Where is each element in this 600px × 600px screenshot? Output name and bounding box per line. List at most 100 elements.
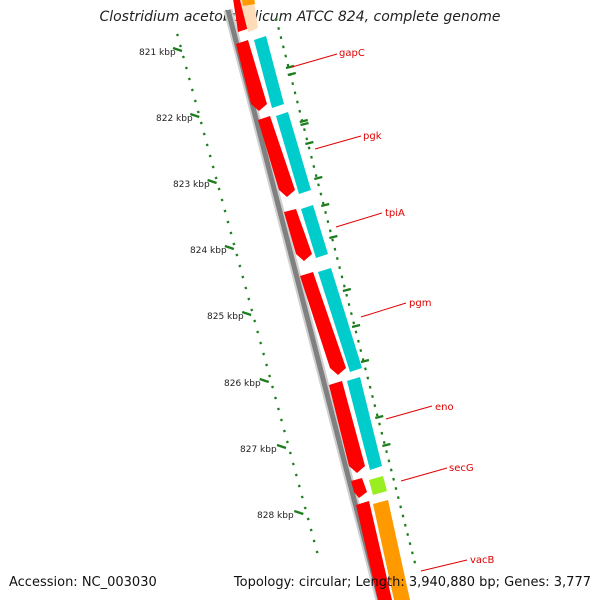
outer-scale-tick <box>324 210 327 214</box>
outer-scale-tick <box>382 440 386 444</box>
outer-major-tick <box>320 202 330 208</box>
outer-major-tick <box>314 175 323 181</box>
outer-scale-tick <box>347 302 351 306</box>
gene-label-eno: eno <box>435 402 454 413</box>
inner-scale-tick <box>315 550 319 554</box>
inner-scale-tick <box>214 176 218 180</box>
inner-scale-tick <box>208 154 212 158</box>
inner-scale-tick <box>294 473 298 477</box>
cyan-feature-pgm <box>318 268 362 372</box>
outer-scale-tick <box>326 220 330 224</box>
outer-scale-tick <box>296 100 299 104</box>
inner-scale-tick <box>309 528 313 532</box>
outer-major-tick <box>342 287 352 293</box>
inner-scale-tick <box>253 319 257 323</box>
outer-scale-tick <box>359 348 363 352</box>
inner-scale-tick <box>223 209 227 213</box>
inner-scale-tick <box>211 165 215 169</box>
outer-scale-tick <box>321 201 325 205</box>
gene-label-secG: secG <box>449 463 474 474</box>
outer-scale-tick <box>310 155 313 159</box>
gene-label-tpiA: tpiA <box>385 208 405 219</box>
topology-text: Topology: circular; Length: 3,940,880 bp… <box>233 575 591 590</box>
outer-major-tick <box>287 71 297 77</box>
inner-scale-tick <box>279 418 284 422</box>
label-leader-vacB <box>420 559 468 572</box>
inner-scale-tick <box>184 66 188 70</box>
inner-scale-tick <box>205 143 209 147</box>
outer-major-tick <box>351 323 361 329</box>
outer-major-tick <box>360 358 370 364</box>
label-leader-pgm <box>360 302 407 318</box>
red-feature-pgm <box>300 272 346 375</box>
inner-scale-tick <box>250 308 254 312</box>
outer-major-tick <box>299 118 309 124</box>
outer-scale-tick <box>291 82 295 86</box>
scale-label: 824 kbp <box>190 246 227 256</box>
inner-scale-tick <box>256 330 260 334</box>
cyan-feature-gapC <box>254 36 284 108</box>
outer-scale-tick <box>380 431 384 435</box>
inner-scale-tick <box>241 275 245 279</box>
outer-scale-tick <box>281 45 285 49</box>
inner-scale-tick <box>193 99 197 103</box>
outer-scale-tick <box>408 542 412 546</box>
label-leader-secG <box>400 467 448 482</box>
outer-scale-tick <box>364 367 367 371</box>
outer-major-tick <box>329 234 338 240</box>
outer-scale-tick <box>375 413 379 417</box>
scale-label: 825 kbp <box>207 312 244 322</box>
gene-label-vacB: vacB <box>470 555 495 566</box>
major-scale-tick <box>224 244 235 251</box>
inner-scale-tick <box>220 198 224 202</box>
inner-scale-tick <box>175 33 180 37</box>
outer-scale-tick <box>350 312 353 316</box>
outer-scale-tick <box>396 496 400 500</box>
major-scale-tick <box>189 112 200 119</box>
outer-scale-tick <box>378 422 381 426</box>
secG-feature <box>369 476 387 495</box>
scale-label: 822 kbp <box>156 114 193 124</box>
inner-scale-tick <box>306 517 310 521</box>
inner-scale-tick <box>226 220 230 224</box>
outer-scale-tick <box>366 376 370 380</box>
outer-scale-tick <box>331 238 334 242</box>
inner-scale-tick <box>276 407 281 411</box>
outer-scale-tick <box>394 486 398 490</box>
red-feature-eno <box>329 381 365 473</box>
major-scale-tick <box>276 443 287 450</box>
outer-scale-tick <box>413 560 417 564</box>
inner-scale-tick <box>238 264 242 268</box>
inner-scale-tick <box>288 451 292 455</box>
vacB-feature <box>373 500 410 600</box>
map-title: Clostridium acetobutylicum ATCC 824, com… <box>99 9 501 25</box>
outer-scale-tick <box>317 183 320 187</box>
outer-scale-tick <box>333 247 337 251</box>
outer-scale-tick <box>305 137 309 141</box>
outer-scale-tick <box>354 330 358 334</box>
outer-scale-tick <box>307 146 311 150</box>
inner-scale-tick <box>300 495 304 499</box>
outer-scale-tick <box>328 229 332 233</box>
outer-scale-tick <box>410 551 414 555</box>
red-feature-vacB <box>356 501 392 600</box>
inner-scale-tick <box>267 374 272 378</box>
major-scale-tick <box>172 46 183 53</box>
outer-scale-tick <box>352 321 356 325</box>
outer-scale-tick <box>319 192 323 196</box>
cyan-feature-tpiA <box>301 205 328 258</box>
outer-scale-tick <box>406 532 410 536</box>
label-leader-gapC <box>291 53 338 68</box>
outer-scale-tick <box>274 17 278 21</box>
outer-scale-tick <box>338 266 342 270</box>
outer-scale-tick <box>403 523 407 527</box>
inner-scale-tick <box>285 440 289 444</box>
gene-label-pgm: pgm <box>409 298 431 309</box>
outer-scale-tick <box>312 164 316 168</box>
outer-scale-tick <box>293 91 297 95</box>
inner-scale-tick <box>190 88 194 92</box>
outer-major-tick <box>382 442 391 448</box>
red-feature-gapC <box>236 40 267 111</box>
